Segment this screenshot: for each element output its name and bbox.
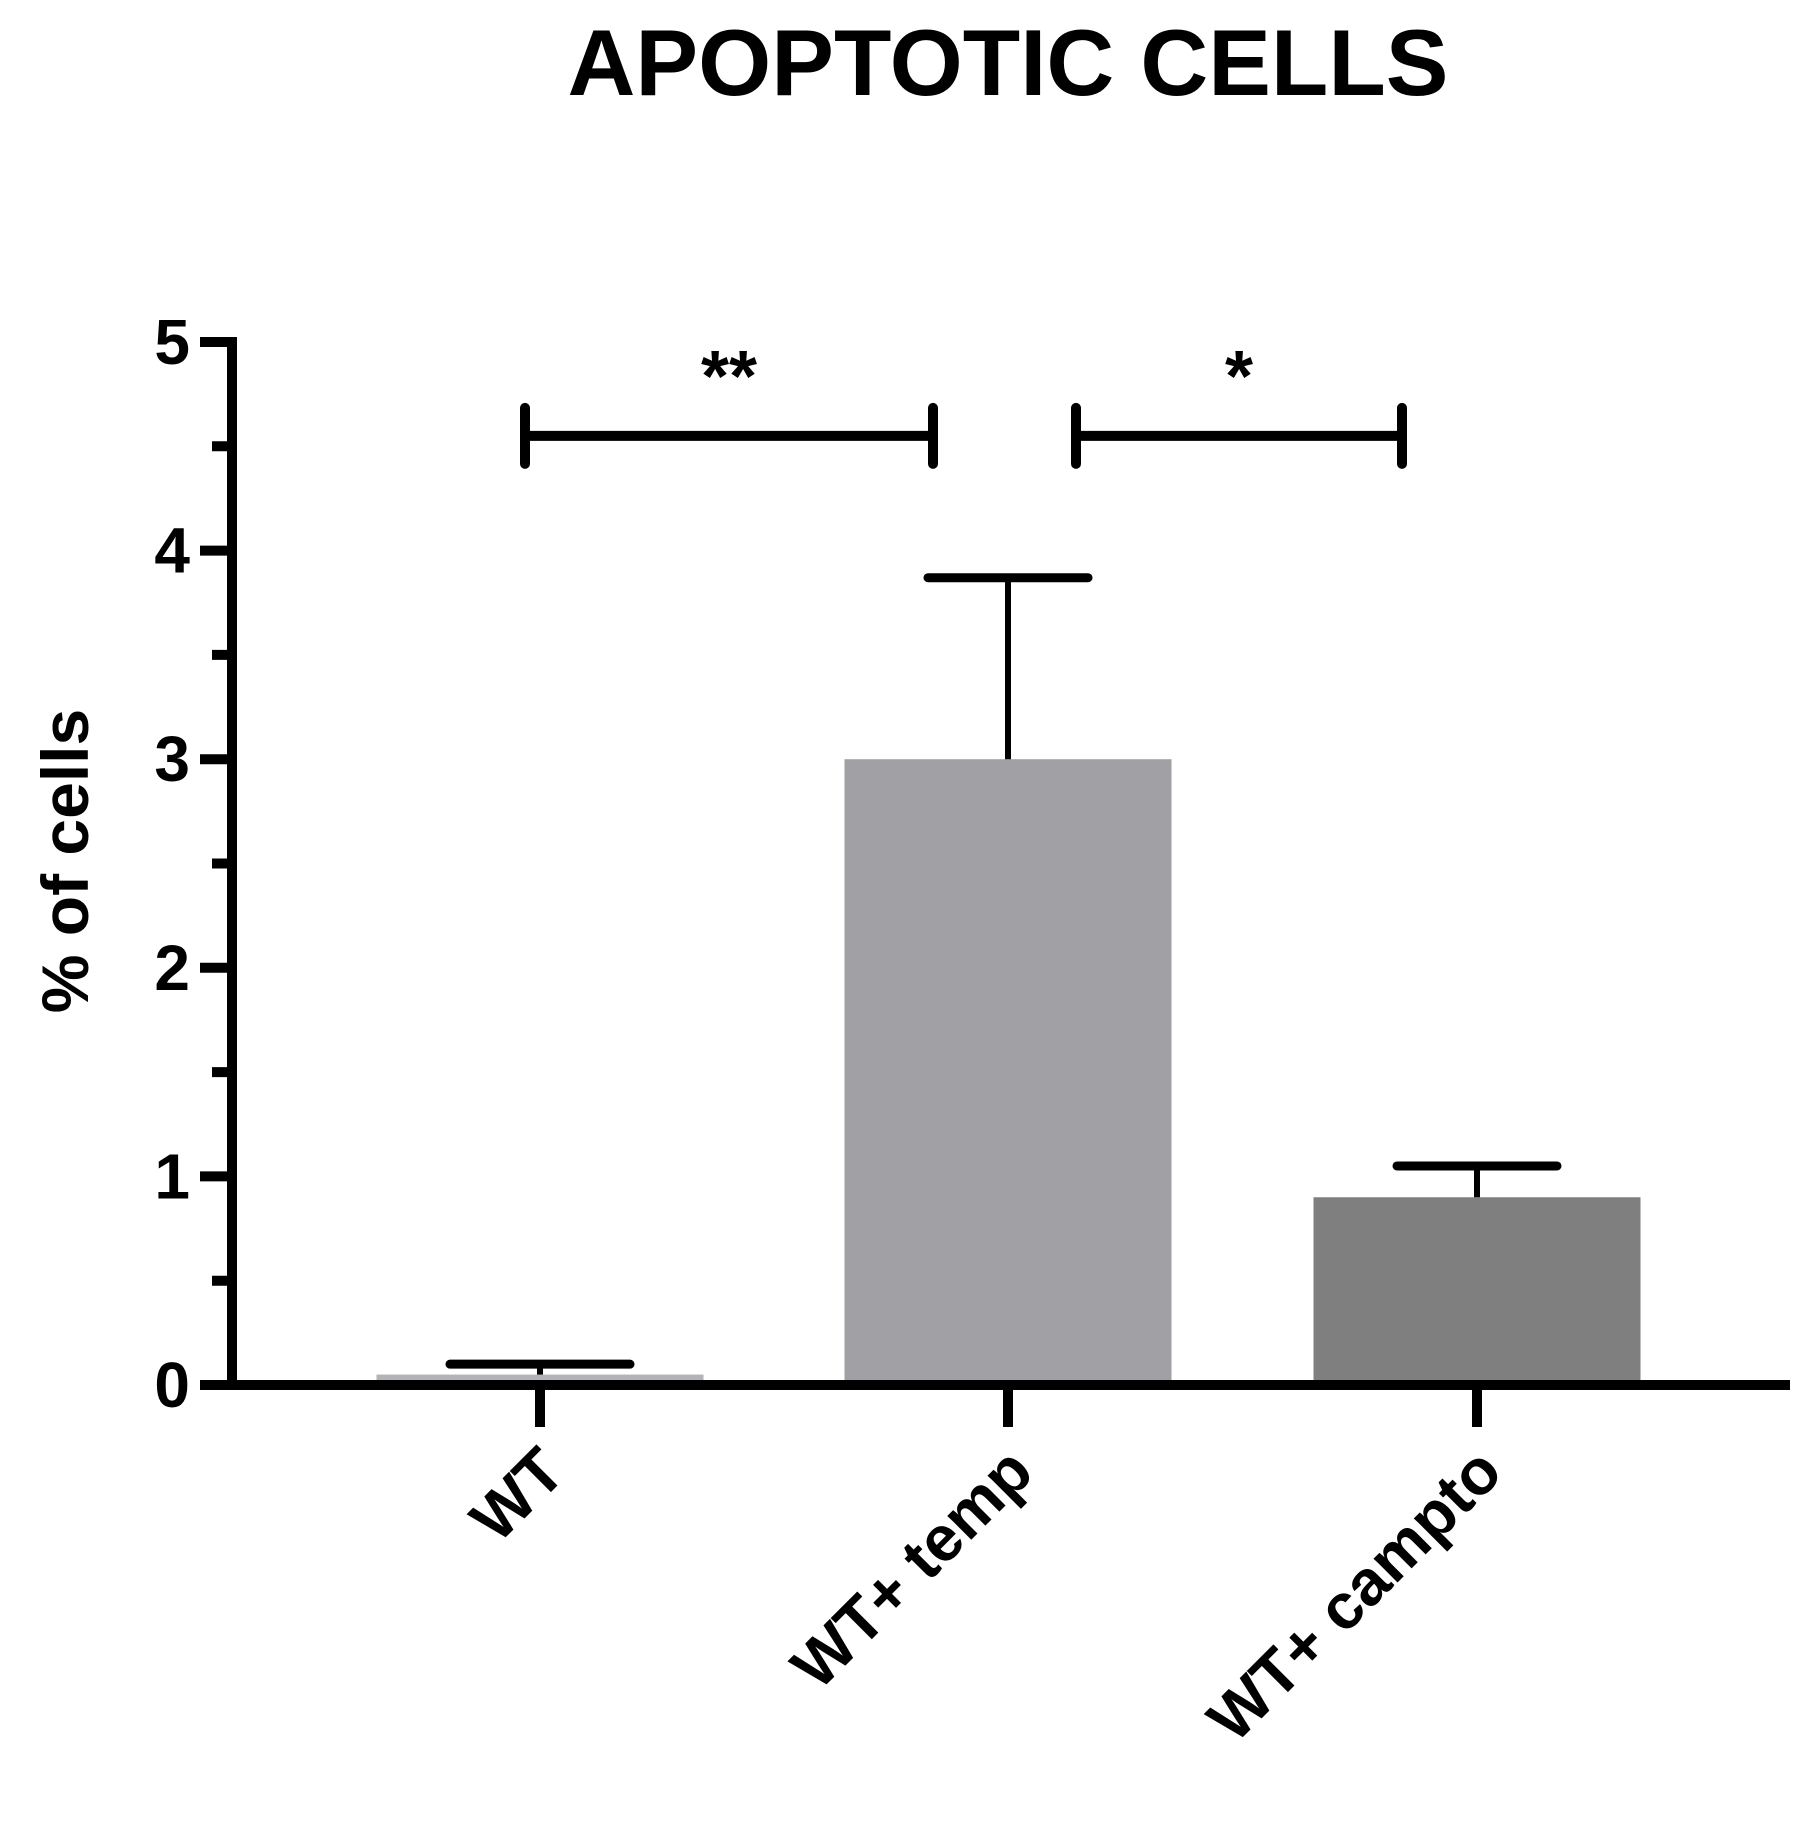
y-tick-label: 2 xyxy=(154,932,190,1004)
x-tick-label-2: WT+ campto xyxy=(1194,1434,1515,1755)
labels-layer: 0 1 2 3 4 5 WT WT+ temp WT+ campto xyxy=(154,306,1514,1755)
chart-title: APOPTOTIC CELLS xyxy=(568,10,1449,115)
y-axis-label: % of cells xyxy=(28,709,102,1013)
y-tick-label: 3 xyxy=(154,723,190,795)
error-bars-layer xyxy=(445,573,1562,1375)
y-tick-label: 4 xyxy=(154,515,190,587)
y-tick-label: 1 xyxy=(154,1140,190,1212)
bar-1 xyxy=(844,759,1172,1385)
x-tick-label-1: WT+ temp xyxy=(778,1434,1046,1702)
x-tick-label-0: WT xyxy=(457,1434,578,1555)
y-tick-label: 5 xyxy=(154,306,190,378)
significance-layer: ** * xyxy=(520,337,1407,469)
axes-layer xyxy=(200,337,1790,1427)
y-tick-label: 0 xyxy=(154,1349,190,1421)
significance-label-1: * xyxy=(1225,337,1253,417)
bar-2 xyxy=(1313,1197,1641,1385)
bar-0 xyxy=(376,1374,704,1385)
significance-label-0: ** xyxy=(701,337,757,417)
bars-layer xyxy=(376,759,1641,1385)
